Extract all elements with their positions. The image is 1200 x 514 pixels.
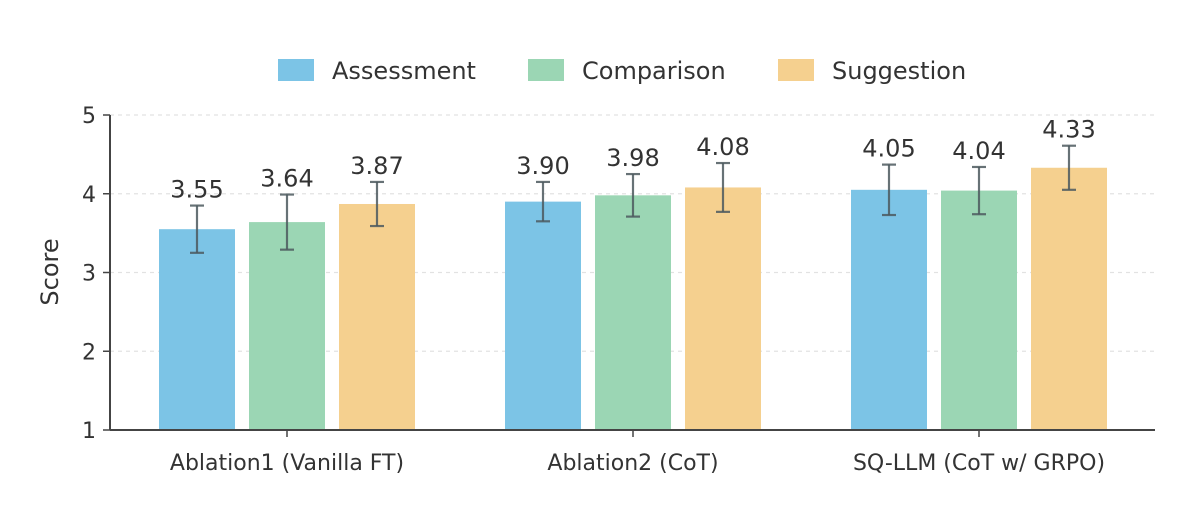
data-label: 4.08 xyxy=(696,133,749,161)
bar-suggestion xyxy=(339,203,415,430)
legend-swatch xyxy=(528,59,564,81)
data-label: 3.90 xyxy=(516,152,569,180)
x-tick-label: Ablation2 (CoT) xyxy=(547,451,718,476)
legend-label: Suggestion xyxy=(832,57,966,85)
legend-swatch xyxy=(778,59,814,81)
bar-assessment xyxy=(851,189,927,430)
data-label: 3.55 xyxy=(170,176,223,204)
bar-comparison xyxy=(595,195,671,430)
legend-label: Assessment xyxy=(332,57,476,85)
data-label: 3.98 xyxy=(606,144,659,172)
y-tick-label: 5 xyxy=(82,104,96,129)
y-tick-label: 1 xyxy=(82,419,96,444)
y-tick-label: 4 xyxy=(82,183,96,208)
data-label: 4.04 xyxy=(952,137,1005,165)
bar-comparison xyxy=(249,222,325,430)
legend-label: Comparison xyxy=(582,57,726,85)
legend: Assessment Comparison Suggestion xyxy=(278,57,966,85)
data-labels: 3.55 3.64 3.87 3.90 3.98 4.08 4.05 4.04 4.33 xyxy=(170,116,1095,204)
y-axis-label: Score xyxy=(36,238,64,305)
y-tick-label: 3 xyxy=(82,262,96,287)
bars xyxy=(159,144,1107,430)
data-label: 4.05 xyxy=(862,135,915,163)
bar-assessment xyxy=(159,229,235,430)
x-tick-label: Ablation1 (Vanilla FT) xyxy=(170,451,404,476)
data-label: 4.33 xyxy=(1042,116,1095,144)
data-label: 3.87 xyxy=(350,152,403,180)
bar-comparison xyxy=(941,190,1017,430)
x-tick-label: SQ-LLM (CoT w/ GRPO) xyxy=(853,451,1105,476)
legend-swatch xyxy=(278,59,314,81)
data-label: 3.64 xyxy=(260,165,313,193)
y-tick-label: 2 xyxy=(82,340,96,365)
bar-assessment xyxy=(505,201,581,430)
axes: 1 2 3 4 5 Ablation1 (Vanilla FT) Ablation2 (Co… xyxy=(82,104,1155,476)
bar-suggestion xyxy=(685,187,761,430)
bar-suggestion xyxy=(1031,167,1107,430)
